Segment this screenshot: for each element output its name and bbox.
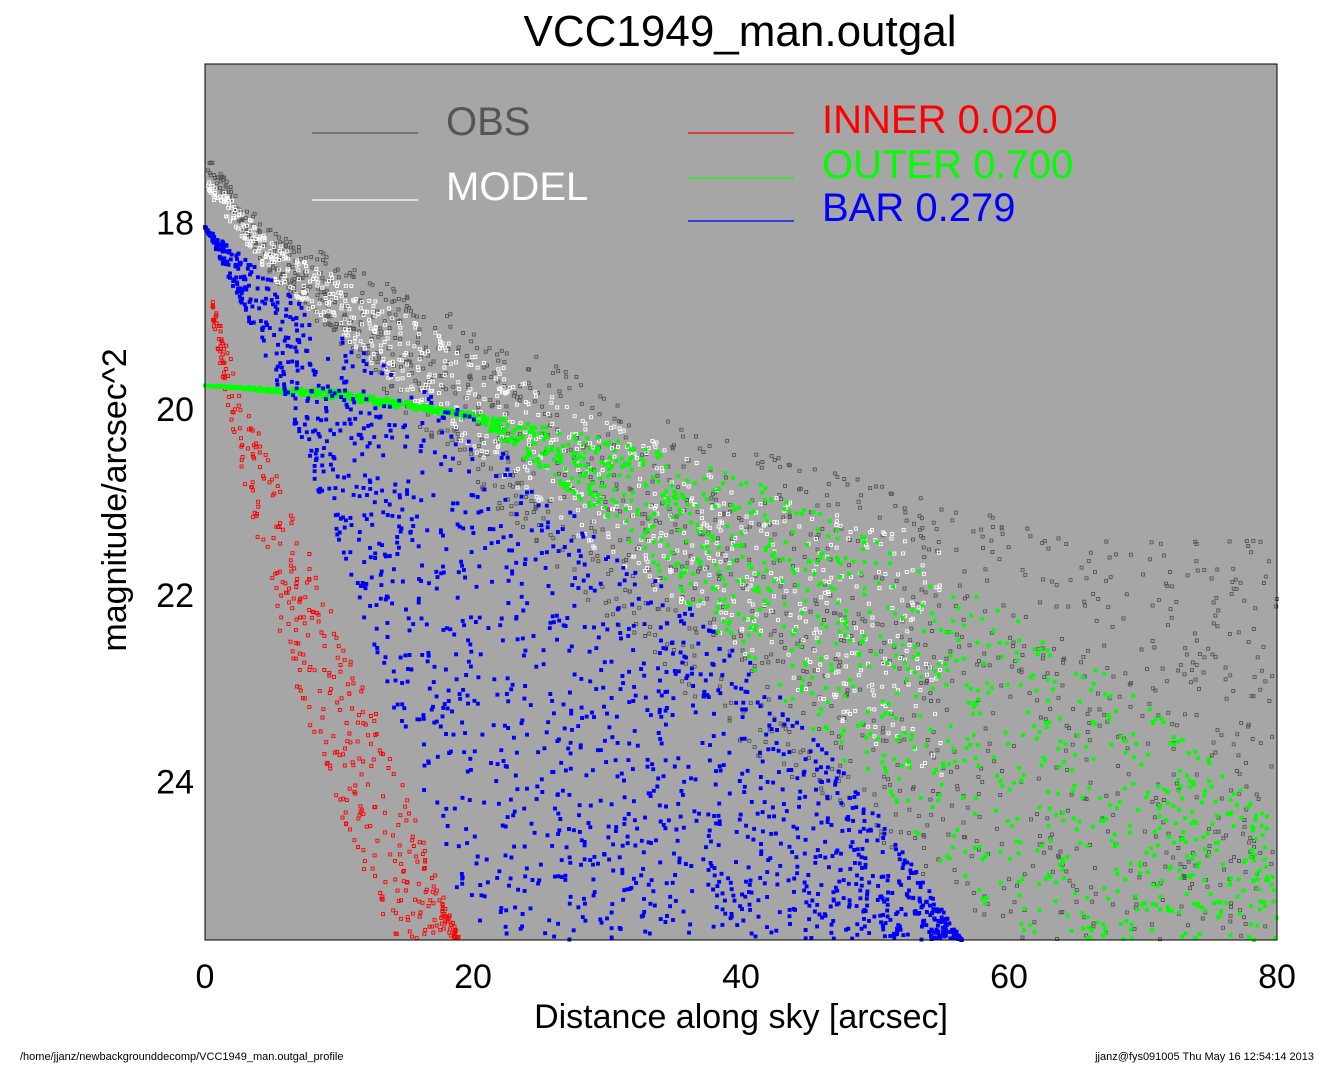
legend-label-inner: INNER 0.020 — [822, 98, 1058, 142]
legend-label-outer: OUTER 0.700 — [822, 143, 1073, 187]
x-tick-label: 40 — [722, 958, 760, 996]
x-tick-label: 60 — [990, 958, 1028, 996]
series-outer — [203, 383, 1279, 942]
y-axis-label: magnitude/arcsec^2 — [96, 348, 134, 651]
legend-label-model: MODEL — [446, 165, 588, 209]
x-tick-label: 80 — [1258, 958, 1296, 996]
footer-file-path: /home/jjanz/newbackgrounddecomp/VCC1949_… — [20, 1051, 344, 1063]
y-tick-label: 22 — [156, 577, 194, 615]
series-points-bar — [203, 225, 964, 942]
axes: 0 20 40 60 80 18 20 22 24 — [156, 63, 1296, 996]
series-bar — [203, 225, 964, 942]
y-tick-label: 20 — [156, 391, 194, 429]
x-axis-label: Distance along sky [arcsec] — [534, 998, 948, 1036]
series-obs — [205, 160, 1279, 942]
plot-frame — [204, 63, 1278, 941]
series-points-inner — [210, 300, 461, 941]
y-tick-label: 24 — [156, 764, 194, 802]
y-tick-label: 18 — [156, 204, 194, 242]
data-marks — [203, 160, 1279, 942]
legend-label-bar: BAR 0.279 — [822, 186, 1015, 230]
series-inner — [210, 300, 461, 941]
legend-label-obs: OBS — [446, 100, 530, 144]
x-tick-label: 20 — [454, 958, 492, 996]
x-tick-label: 0 — [196, 958, 215, 996]
series-points-obs — [205, 160, 1279, 942]
footer-user-timestamp: jjanz@fys091005 Thu May 16 12:54:14 2013 — [1095, 1051, 1314, 1063]
plot-area — [205, 64, 1277, 940]
chart-title: VCC1949_man.outgal — [524, 7, 957, 56]
series-points-outer — [203, 383, 1279, 942]
